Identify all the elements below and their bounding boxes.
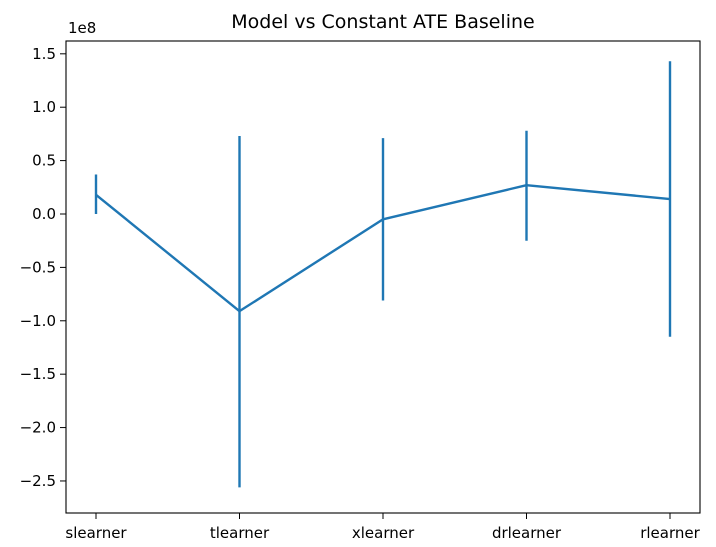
- x-tick-label: rlearner: [640, 524, 700, 542]
- y-tick-label: 1.5: [32, 45, 56, 63]
- series-line: [95, 183, 671, 313]
- y-tick-label: 0.0: [32, 205, 56, 223]
- y-tick-label: −1.0: [20, 312, 56, 330]
- x-tick-label: slearner: [65, 524, 127, 542]
- y-tick-label: −2.5: [20, 472, 56, 490]
- x-tick-label: tlearner: [210, 524, 270, 542]
- y-axis: 1.5 1.0 0.5 0.0 −0.5 −1.0 −1.5 −2.0 −2.5: [20, 45, 66, 490]
- y-tick-label: 0.5: [32, 152, 56, 170]
- y-offset-label: 1e8: [68, 19, 96, 37]
- x-tick-label: xlearner: [352, 524, 415, 542]
- x-axis: slearner tlearner xlearner drlearner rlearne…: [65, 513, 701, 542]
- y-tick-label: −1.5: [20, 365, 56, 383]
- y-tick-label: 1.0: [32, 98, 56, 116]
- chart-title: Model vs Constant ATE Baseline: [231, 11, 534, 33]
- error-bars: [94, 61, 672, 488]
- y-tick-label: −0.5: [20, 258, 56, 276]
- y-tick-label: −2.0: [20, 419, 56, 437]
- x-tick-label: drlearner: [492, 524, 562, 542]
